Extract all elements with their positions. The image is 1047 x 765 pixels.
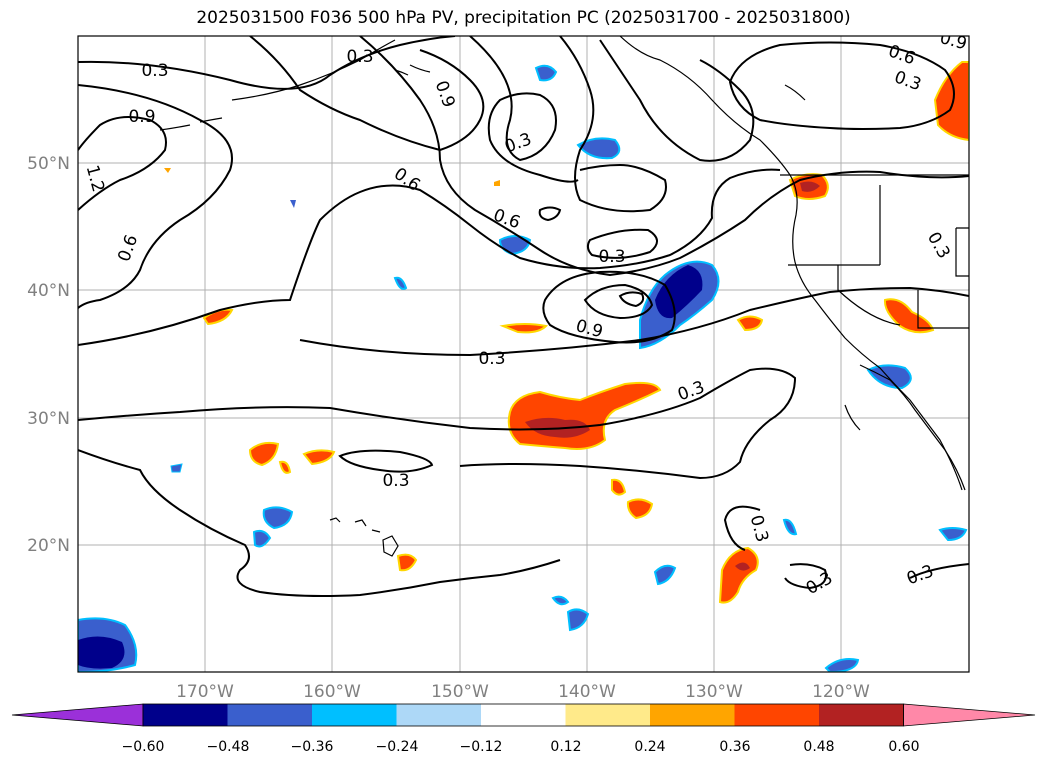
colorbar-segment	[312, 704, 397, 726]
colorbar-tick: −0.36	[291, 739, 334, 755]
contour-label: 0.3	[382, 471, 409, 491]
lat-label: 40°N	[27, 281, 70, 301]
colorbar-segment	[565, 704, 651, 726]
colorbar	[11, 703, 1036, 727]
colorbar-tick: 0.60	[888, 739, 919, 755]
colorbar-tick: −0.12	[460, 739, 503, 755]
colorbar-tick: −0.24	[376, 739, 419, 755]
lon-label: 140°W	[558, 682, 616, 702]
lon-label: 150°W	[431, 682, 489, 702]
colorbar-segment	[143, 704, 228, 726]
latitude-labels: 50°N 40°N 30°N 20°N	[27, 154, 70, 556]
precip-patch-tropical-east	[718, 546, 759, 604]
colorbar-segment	[227, 704, 313, 726]
precip-patch-ne	[933, 61, 969, 142]
map-title: 2025031500 F036 500 hPa PV, precipitatio…	[196, 8, 851, 28]
colorbar-segment	[734, 704, 820, 726]
lon-label: 160°W	[303, 682, 361, 702]
pv-contours	[78, 36, 969, 597]
contour-label: 0.3	[598, 247, 625, 267]
colorbar-segment	[396, 704, 482, 726]
colorbar-extend-low	[11, 703, 144, 727]
precip-negative-patches	[78, 64, 968, 672]
colorbar-segment	[481, 704, 566, 726]
colorbar-tick: 0.12	[550, 739, 581, 755]
precip-patch-california	[883, 298, 935, 334]
contour-labels: 0.3 0.3 0.9 0.9 1.2 0.6 0.6 0.3 0.6 0.3 …	[82, 36, 969, 599]
lon-label: 170°W	[176, 682, 234, 702]
colorbar-segment	[650, 704, 735, 726]
colorbar-extend-high	[903, 703, 1036, 727]
lon-label: 120°W	[812, 682, 870, 702]
lat-label: 50°N	[27, 154, 70, 174]
hawaii-islands	[329, 517, 399, 557]
lon-label: 130°W	[685, 682, 743, 702]
map-frame	[77, 35, 970, 673]
map-area: 0.3 0.3 0.9 0.9 1.2 0.6 0.6 0.3 0.6 0.3 …	[78, 36, 969, 672]
longitude-labels: 170°W 160°W 150°W 140°W 130°W 120°W	[176, 682, 870, 702]
coastlines	[159, 36, 969, 491]
colorbar-tick: 0.24	[634, 739, 665, 755]
colorbar-tick: −0.48	[207, 739, 250, 755]
precip-positive-patches	[164, 61, 969, 604]
contour-label: 0.3	[141, 61, 168, 81]
colorbar-segment	[819, 704, 904, 726]
contour-label: 0.9	[128, 107, 155, 127]
colorbar-tick: −0.60	[122, 739, 165, 755]
lat-label: 30°N	[27, 409, 70, 429]
contour-label: 0.3	[478, 349, 505, 369]
colorbar-frame	[142, 703, 904, 727]
lat-label: 20°N	[27, 536, 70, 556]
colorbar-tick: 0.36	[719, 739, 750, 755]
colorbar-ticks: −0.60 −0.48 −0.36 −0.24 −0.12 0.12 0.24 …	[122, 739, 920, 755]
contour-label: 0.3	[346, 47, 373, 67]
colorbar-tick: 0.48	[803, 739, 834, 755]
